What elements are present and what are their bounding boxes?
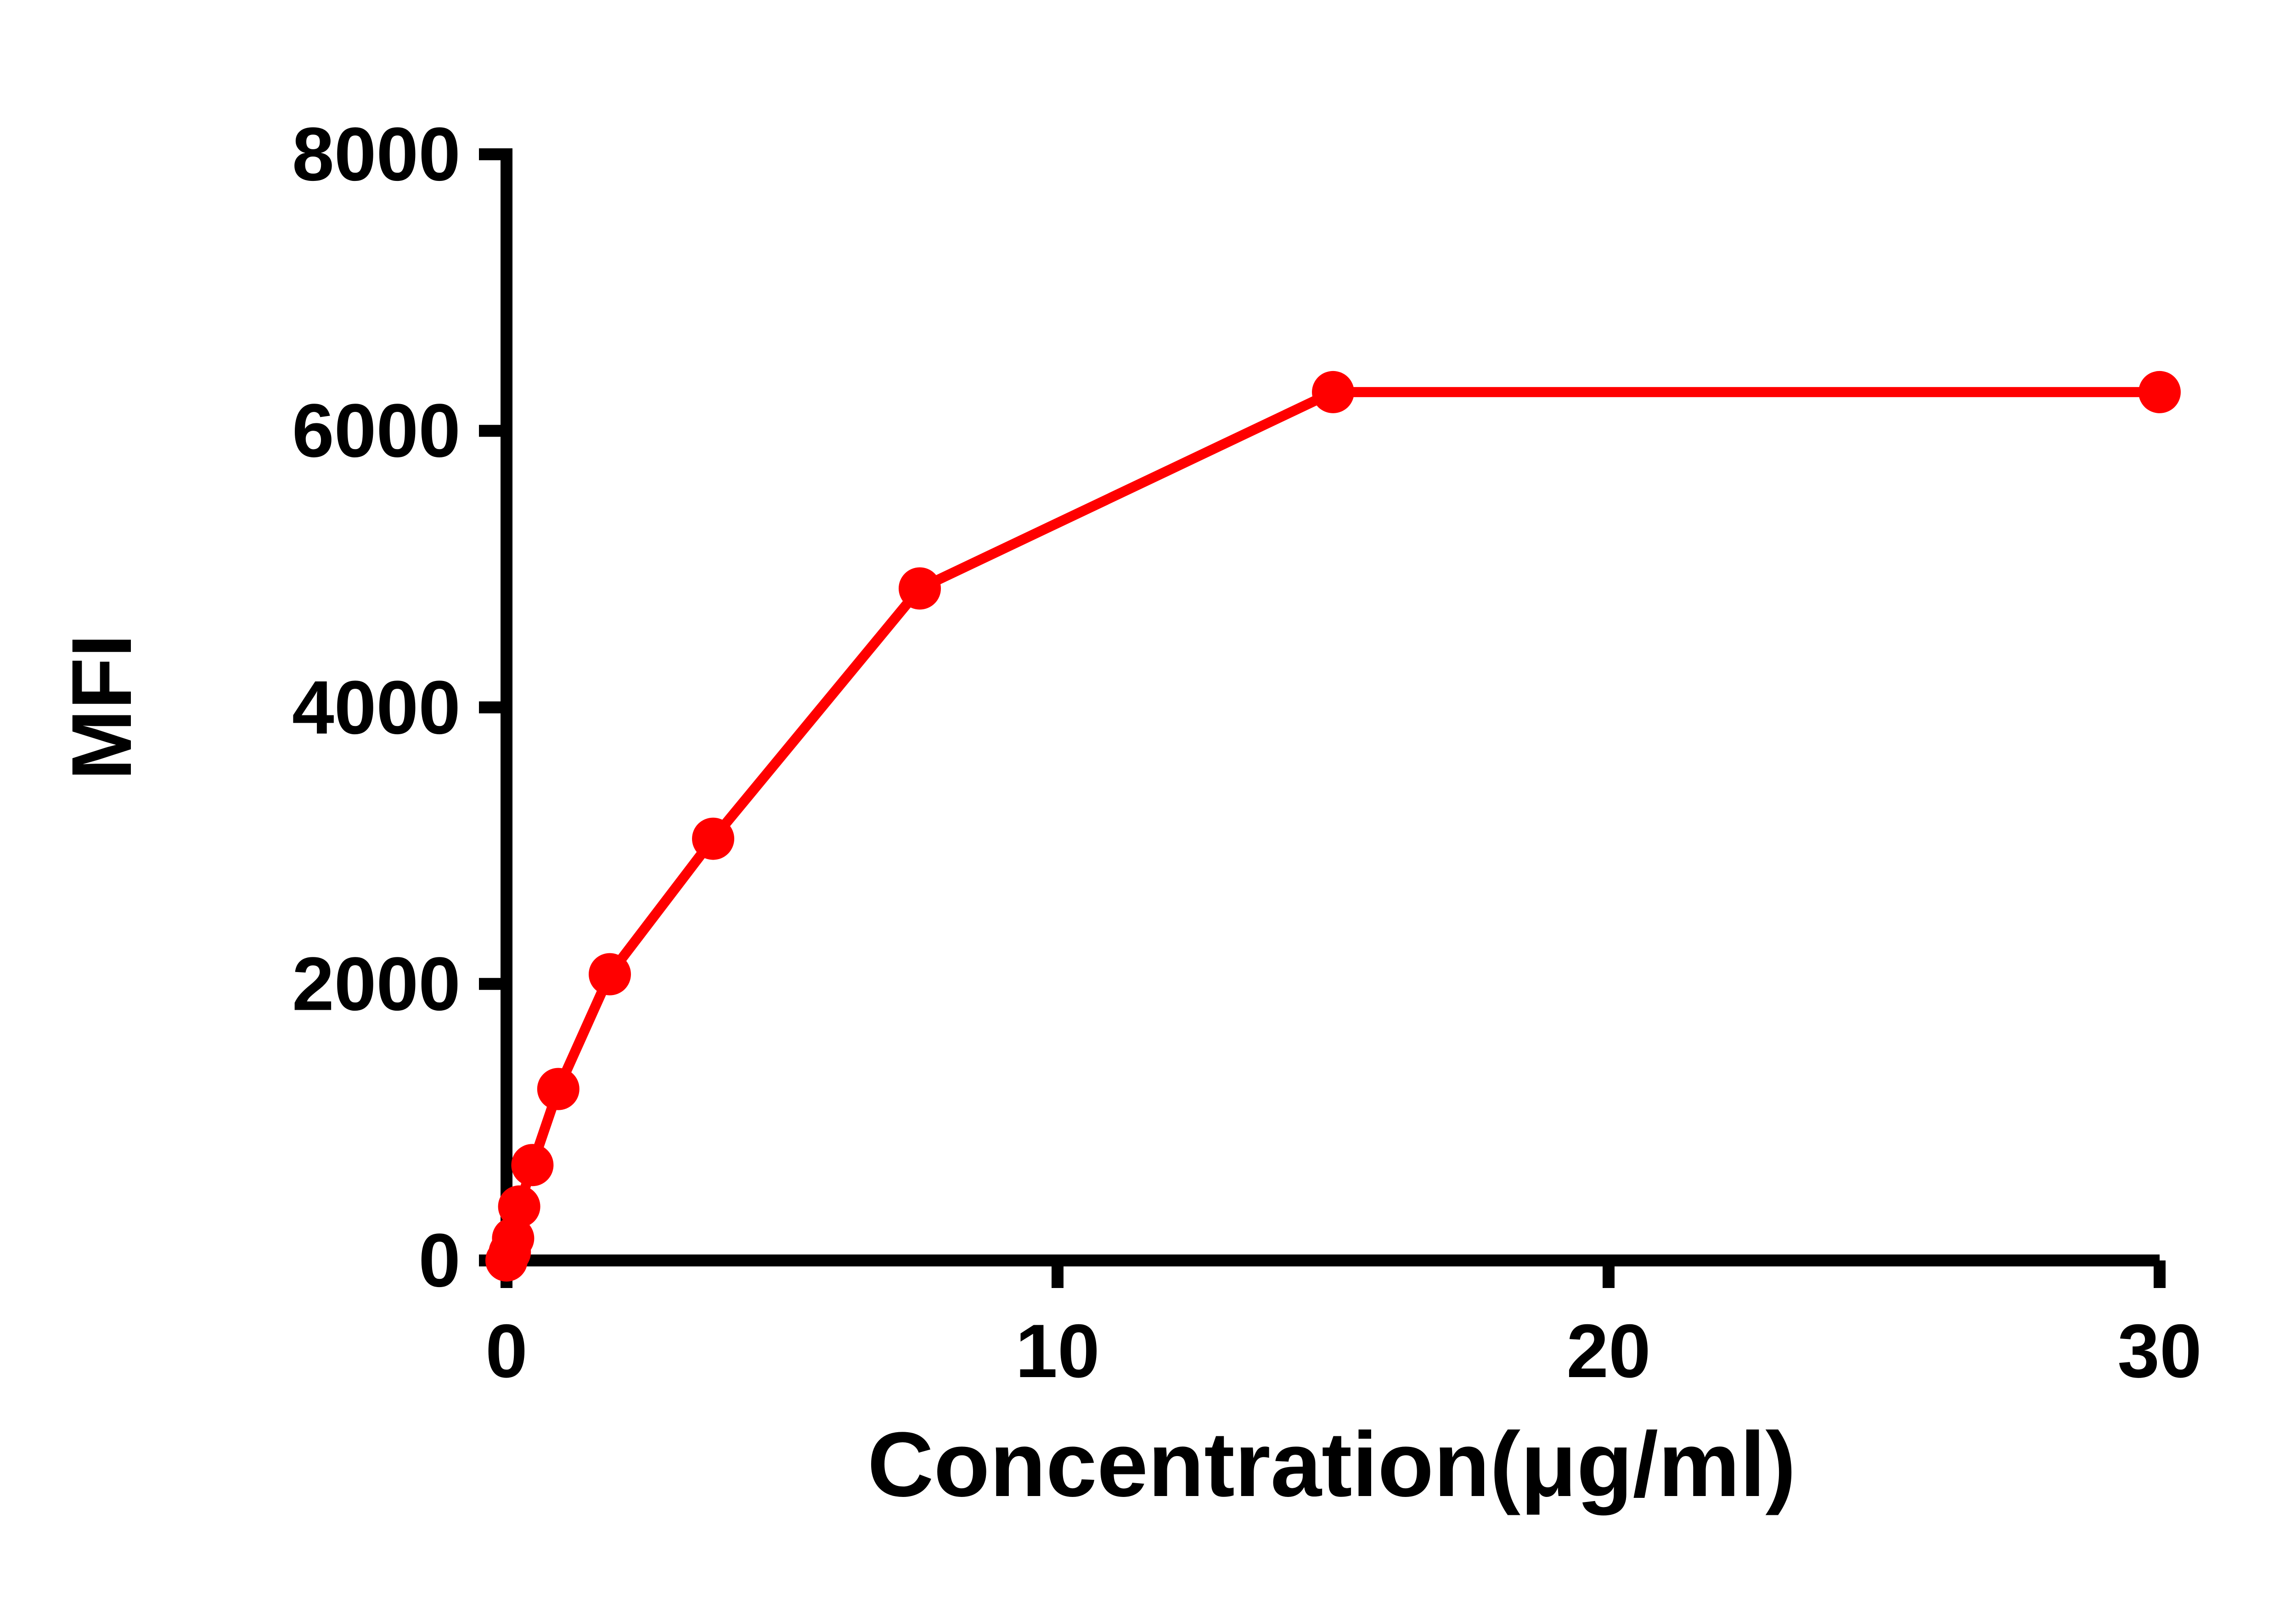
x-axis-title: Concentration(μg/ml) <box>867 1413 1796 1516</box>
x-tick-label-30: 30 <box>2117 1309 2202 1393</box>
data-point-marker <box>2138 371 2181 413</box>
data-point-marker <box>498 1185 540 1228</box>
x-tick-label-10: 10 <box>1015 1309 1100 1393</box>
x-tick-label-20: 20 <box>1566 1309 1651 1393</box>
data-point-marker <box>511 1144 554 1187</box>
data-line-mfi <box>501 387 2165 1266</box>
data-series-layer <box>485 371 2181 1282</box>
y-tick-label-0: 0 <box>418 1218 461 1303</box>
x-tick-label-0: 0 <box>485 1309 528 1393</box>
axis-layer <box>479 148 2166 1288</box>
data-point-marker <box>492 1217 535 1260</box>
y-tick-label-2000: 2000 <box>292 941 461 1026</box>
data-point-marker <box>1312 371 1354 413</box>
data-point-marker <box>537 1068 580 1110</box>
y-axis-title: MFI <box>55 634 149 781</box>
data-point-marker <box>692 817 734 860</box>
y-tick-label-4000: 4000 <box>292 665 461 749</box>
y-tick-label-8000: 8000 <box>292 112 461 197</box>
y-tick-label-6000: 6000 <box>292 388 461 473</box>
data-point-marker <box>899 567 941 610</box>
data-point-marker <box>589 953 631 996</box>
